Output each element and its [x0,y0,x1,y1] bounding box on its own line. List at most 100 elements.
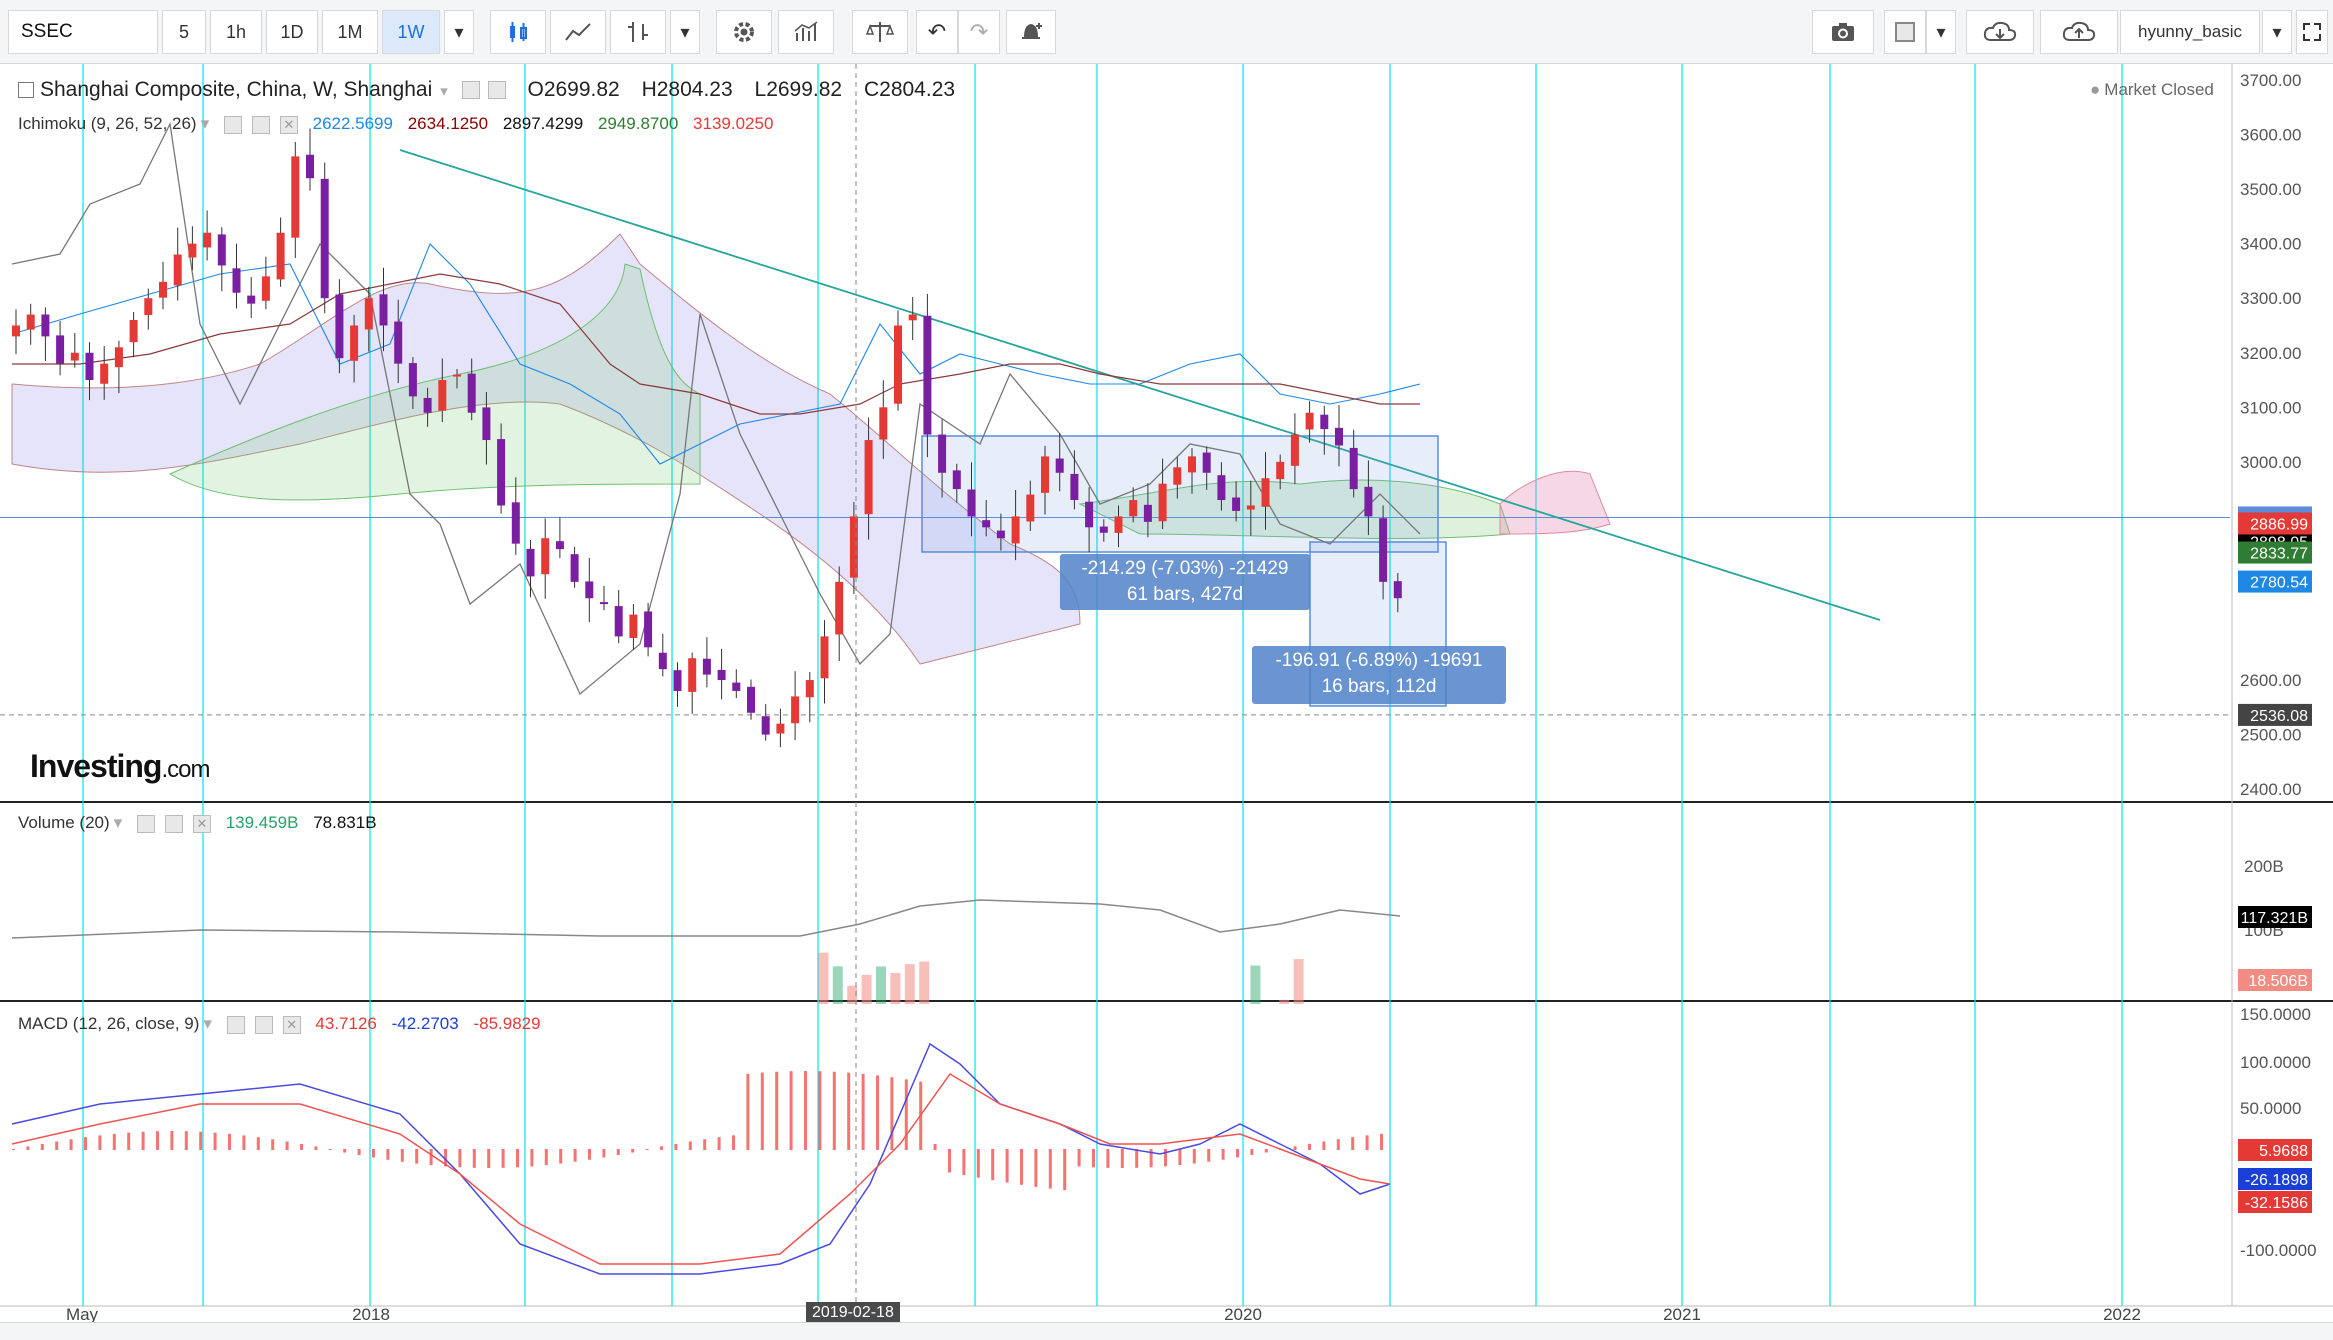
camera-icon [1832,23,1854,41]
macd-histogram-bar [703,1139,707,1150]
eye-icon[interactable] [461,81,480,100]
settings-icon[interactable] [164,814,183,833]
chevron-down-icon[interactable]: ▾ [203,1014,212,1033]
close-icon[interactable]: ✕ [192,814,211,833]
indicators-button[interactable] [778,10,834,54]
close-icon[interactable]: ✕ [279,115,298,134]
price-pane[interactable] [0,121,2232,748]
expand-icon [2303,23,2321,41]
layout-dropdown-button[interactable]: ▾ [1926,10,1956,54]
chevron-down-icon[interactable]: ▾ [440,83,448,100]
chevron-down-icon[interactable]: ▾ [200,114,210,133]
candle-body [1261,478,1270,507]
load-chart-button[interactable] [1966,10,2034,54]
volume-pane[interactable] [11,899,1401,1109]
volume-bar [257,1036,267,1109]
status-dot-icon: ● [2090,80,2101,99]
settings-icon[interactable] [487,81,506,100]
candle-body [1305,412,1314,430]
user-menu-button[interactable]: hyunny_basic [2120,10,2260,54]
chart-canvas[interactable]: 3700.00 3600.00 3500.00 3400.00 3300.00 3200.… [0,64,2333,1322]
candles-chart-type-button[interactable] [490,10,546,54]
interval-5-button[interactable]: 5 [162,10,206,54]
chevron-down-icon[interactable]: ▾ [113,813,123,832]
candle-body [423,397,432,413]
interval-1h-button[interactable]: 1h [210,10,262,54]
macd-histogram-bar [991,1149,995,1181]
macd-tag-bg [2238,1168,2312,1190]
alert-button[interactable] [1006,10,1056,54]
volume-bar [919,961,930,1004]
interval-1m-button[interactable]: 1M [322,10,378,54]
indicator-line [11,243,1421,465]
price-tick-label: 2500.00 [2240,726,2301,745]
redo-button[interactable]: ↷ [958,10,1000,54]
settings-button[interactable] [716,10,772,54]
price-tick-label: 3600.00 [2240,126,2301,145]
candle-body [1041,456,1049,493]
measure-label-1[interactable]: -214.29 (-7.03%) -21429 61 bars, 427d [1060,554,1310,610]
candle-body [1085,501,1094,528]
interval-1w-button[interactable]: 1W [382,10,440,54]
candle-body [541,538,550,575]
settings-icon[interactable] [251,115,270,134]
volume-bar [948,1034,958,1109]
candle-body [1114,516,1123,533]
macd-histogram-bar [112,1133,116,1150]
chart-type-dropdown-button[interactable]: ▾ [670,10,700,54]
macd-histogram-bar [616,1149,620,1156]
macd-histogram-bar [1308,1143,1311,1150]
bars-chart-type-button[interactable] [610,10,666,54]
price-tick-label: 2400.00 [2240,780,2301,799]
symbol-search-input[interactable]: SSEC [8,10,158,54]
macd-histogram-bar [1178,1149,1182,1166]
macd-tag-bg [2238,1191,2312,1213]
candle-body [526,548,535,577]
expand-button[interactable] [2296,10,2328,54]
volume-bar [1265,1009,1275,1109]
volume-bar [415,1023,425,1109]
compare-button[interactable] [852,10,908,54]
macd-label: MACD (12, 26, close, 9) [18,1014,200,1033]
measure-label-2[interactable]: -196.91 (-6.89%) -19691 16 bars, 112d [1252,646,1506,704]
close-icon[interactable]: ✕ [282,1015,301,1034]
interval-dropdown-button[interactable]: ▾ [444,10,474,54]
candle-body [114,347,123,368]
macd-histogram-bar [573,1149,577,1162]
candle-body [791,696,800,724]
cycle-lines [82,64,2123,1306]
price-tick-label: 3400.00 [2240,235,2301,254]
candle-body [938,434,947,473]
save-chart-button[interactable] [2040,10,2118,54]
macd-histogram-bar [156,1131,159,1150]
candle-body [1143,504,1152,522]
volume-bar [12,1043,22,1109]
volume-bar [1150,1020,1160,1109]
chevron-down-icon: ▾ [454,21,464,42]
area-chart-type-button[interactable] [550,10,606,54]
settings-icon[interactable] [254,1015,273,1034]
collapse-icon[interactable] [18,82,34,99]
volume-bar [228,1043,238,1109]
fullscreen-button[interactable] [1884,10,1926,54]
eye-icon[interactable] [136,814,155,833]
undo-button[interactable]: ↶ [916,10,958,54]
macd-histogram-bar [357,1149,361,1156]
candle-body [835,581,844,635]
macd-pane[interactable] [11,1042,1391,1275]
macd-histogram-bar [170,1131,174,1150]
snapshot-button[interactable] [1812,10,1874,54]
user-dropdown-button[interactable]: ▾ [2262,10,2292,54]
interval-1d-button[interactable]: 1D [266,10,318,54]
macd-histogram-bar [1192,1149,1196,1164]
time-tick-label: 2021 [1663,1305,1701,1322]
eye-icon[interactable] [226,1015,245,1034]
eye-icon[interactable] [223,115,242,134]
volume-bar [574,1022,584,1109]
chevron-down-icon: ▾ [680,21,690,42]
price-tick-label: 3700.00 [2240,71,2301,90]
volume-bar [1279,999,1290,1004]
macd-histogram-bar [55,1141,59,1150]
time-cursor-label: 2019-02-18 [806,1302,900,1324]
macd-histogram-bar [242,1135,246,1150]
